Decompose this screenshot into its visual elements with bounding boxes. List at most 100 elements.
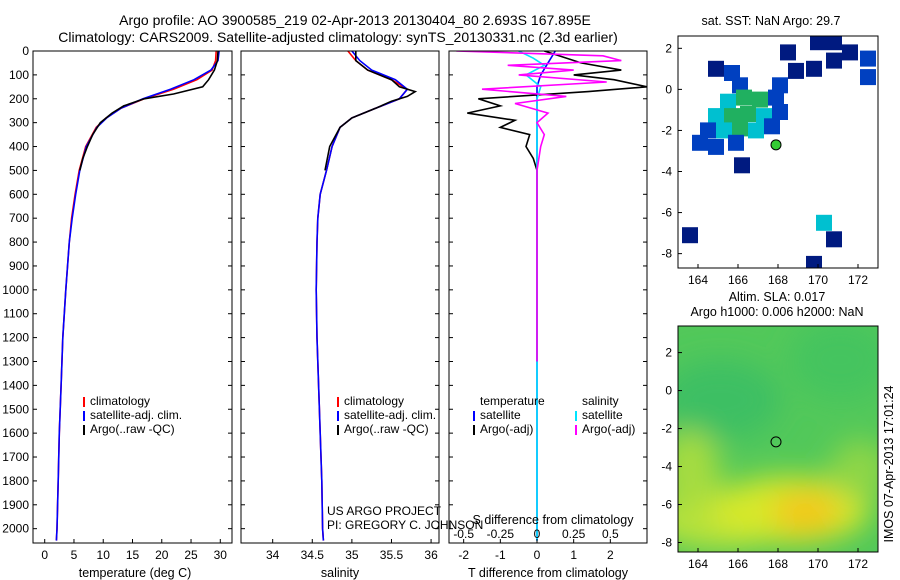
sst-cell (708, 108, 724, 125)
difference-panel: -2 -1 0 1 2 -0.5 -0.25 0 0.25 0.5 S difference f… (448, 50, 648, 580)
difference-axes-frame (448, 50, 648, 544)
sst-map-panel: sat. SST: NaN Argo: 29.7 164 166 168 170 172… (661, 14, 879, 287)
depth-tick-label: 300 (9, 116, 29, 130)
sst-cell (724, 65, 740, 81)
lon-tick-label: 170 (808, 273, 828, 287)
depth-tick-label: 2000 (2, 522, 29, 536)
series-satellite-adj-clim- (315, 51, 409, 541)
depth-tick-label: 400 (9, 140, 29, 154)
sla-map-panel: Altim. SLA: 0.017 Argo h1000: 0.006 h200… (661, 290, 896, 571)
depth-tick-label: 1200 (2, 331, 29, 345)
series-satellite-adj-clim- (55, 51, 220, 541)
t-difference-axis-label: T difference from climatology (468, 566, 629, 580)
lat-tick-label: 0 (665, 82, 672, 96)
sst-cell (788, 62, 804, 79)
sst-cell (682, 227, 698, 244)
x-tick-label: 35.5 (380, 548, 404, 562)
temperature-axes-frame (32, 50, 233, 544)
depth-tick-label: 1600 (2, 426, 29, 440)
x-tick-label: 2 (607, 548, 614, 562)
depth-tick-label: 1900 (2, 498, 29, 512)
sla-blob (678, 430, 720, 510)
depth-tick-label: 800 (9, 235, 29, 249)
legend-satellite: satellite-adj. clim. (344, 408, 436, 422)
series-argo-raw-qc- (79, 51, 219, 171)
sla-blob (678, 360, 780, 440)
lat-tick-label: -8 (661, 536, 672, 550)
x-tick-label: 1 (570, 548, 577, 562)
lat-tick-label: 2 (665, 346, 672, 360)
sst-cell (728, 134, 744, 151)
argo-position-marker (770, 139, 782, 151)
sst-cell (716, 122, 732, 139)
temperature-x-axis: 0 5 10 15 20 25 30 (41, 539, 227, 562)
salinity-axes-frame (240, 50, 440, 544)
sst-map-title: sat. SST: NaN Argo: 29.7 (702, 14, 841, 28)
sst-cell (692, 134, 708, 151)
legend-argo: Argo(..raw -QC) (90, 422, 175, 436)
depth-tick-label: 1700 (2, 450, 29, 464)
salinity-legend: climatology satellite-adj. clim. Argo(..… (337, 394, 436, 436)
sst-cell (806, 60, 822, 77)
sst-cell (764, 118, 780, 135)
lat-tick-label: -4 (661, 460, 672, 474)
lon-tick-label: 164 (688, 557, 708, 571)
depth-tick-label: 1300 (2, 354, 29, 368)
depth-tick-label: 1400 (2, 378, 29, 392)
lat-tick-label: -6 (661, 206, 672, 220)
sla-map-axes: 164 166 168 170 172 2 0 -2 -4 -6 -8 (661, 346, 868, 571)
sst-cell (708, 138, 724, 155)
sst-cell (860, 69, 876, 86)
legend-s-satellite: satellite (582, 408, 623, 422)
sla-blob (830, 440, 878, 500)
sst-cell (752, 91, 768, 108)
t-difference-x-axis: -2 -1 0 1 2 (458, 539, 614, 562)
depth-tick-label: 200 (9, 92, 29, 106)
x-tick-label-top: 0.5 (602, 527, 619, 541)
sst-cell (708, 60, 724, 77)
series-climatology (315, 51, 409, 541)
sst-cell (736, 89, 752, 106)
depth-tick-label: 900 (9, 259, 29, 273)
sst-cell (860, 50, 876, 67)
lon-tick-label: 168 (768, 557, 788, 571)
sst-cell (732, 77, 748, 94)
temperature-panel: 0100200300400500600700800900100011001200… (2, 44, 647, 580)
depth-tick-label: 100 (9, 68, 29, 82)
x-tick-label: 0 (41, 548, 48, 562)
legend-satellite: satellite-adj. clim. (90, 408, 182, 422)
lon-tick-label: 172 (848, 273, 868, 287)
salinity-x-axis: 34 34.5 35 35.5 36 (266, 539, 438, 562)
sst-cell (780, 44, 796, 61)
figure-title-line1: Argo profile: AO 3900585_219 02-Apr-2013… (119, 12, 591, 28)
salinity-panel: 34 34.5 35 35.5 36 salinity climatology sate… (240, 50, 483, 580)
temperature-series-group (55, 51, 220, 541)
x-tick-label: 5 (71, 548, 78, 562)
sla-blob (790, 326, 878, 400)
x-tick-label: 34 (266, 548, 280, 562)
x-tick-label: 30 (214, 548, 228, 562)
x-tick-label-top: 0 (534, 527, 541, 541)
sst-cell (700, 122, 716, 139)
series-argo-raw-qc- (324, 51, 418, 171)
lat-tick-label: -2 (661, 123, 672, 137)
legend-header-salinity: salinity (582, 394, 619, 408)
legend-header-temperature: temperature (480, 394, 545, 408)
sst-cell (816, 214, 832, 231)
series-climatology (55, 51, 217, 541)
imos-timestamp-label: IMOS 07-Apr-2013 17:01:24 (882, 385, 896, 542)
lon-tick-label: 166 (728, 557, 748, 571)
lat-tick-label: -6 (661, 498, 672, 512)
figure-title-line2: Climatology: CARS2009. Satellite-adjuste… (58, 29, 618, 45)
legend-t-satellite: satellite (480, 408, 521, 422)
sst-cell (748, 122, 764, 139)
x-tick-label-top: -0.5 (453, 527, 474, 541)
x-tick-label-top: 0.25 (562, 527, 586, 541)
x-tick-label-top: -0.25 (487, 527, 515, 541)
depth-tick-label: 600 (9, 187, 29, 201)
sst-cell (740, 106, 756, 122)
lat-tick-label: -4 (661, 165, 672, 179)
sst-cell (768, 89, 784, 106)
lat-tick-label: -8 (661, 247, 672, 261)
